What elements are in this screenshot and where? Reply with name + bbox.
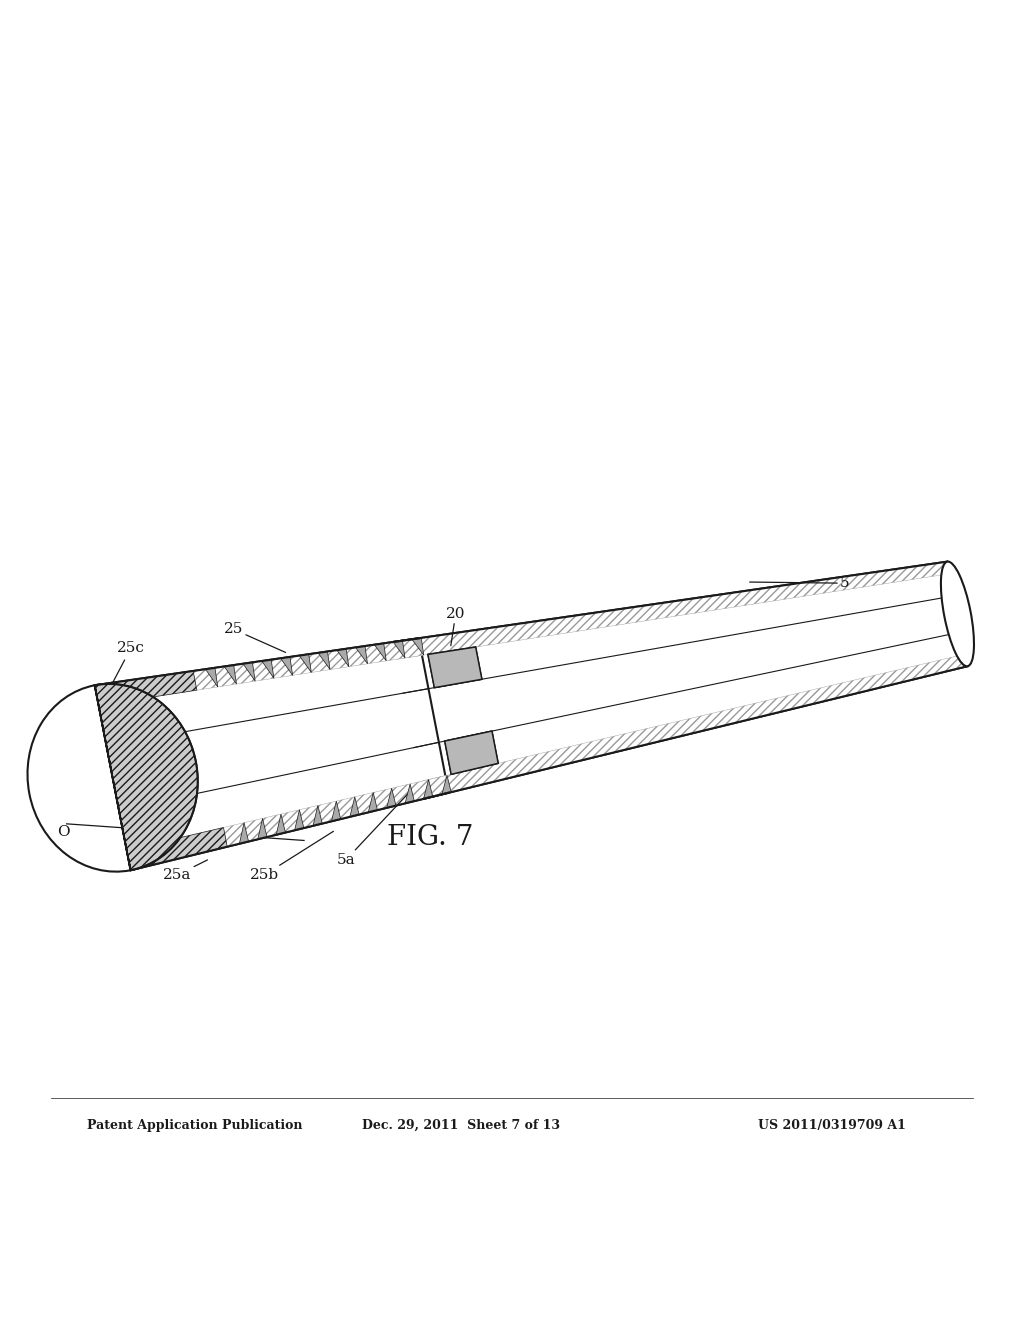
Polygon shape	[369, 792, 378, 812]
Polygon shape	[94, 671, 197, 705]
Text: 25c: 25c	[101, 640, 145, 705]
Polygon shape	[206, 668, 218, 686]
Text: 25: 25	[224, 622, 286, 652]
Ellipse shape	[941, 561, 974, 667]
Polygon shape	[281, 657, 293, 676]
Polygon shape	[224, 665, 237, 684]
Polygon shape	[444, 731, 498, 775]
Polygon shape	[94, 684, 198, 870]
Polygon shape	[337, 649, 349, 667]
Polygon shape	[393, 561, 968, 799]
Text: 5: 5	[750, 577, 850, 590]
Polygon shape	[295, 809, 304, 830]
Polygon shape	[318, 652, 330, 669]
Polygon shape	[299, 655, 311, 672]
Text: 25b: 25b	[250, 832, 334, 882]
Polygon shape	[428, 647, 482, 688]
Polygon shape	[276, 814, 286, 834]
Polygon shape	[444, 731, 498, 775]
Polygon shape	[262, 660, 273, 678]
Polygon shape	[332, 801, 341, 821]
Polygon shape	[313, 805, 323, 826]
Polygon shape	[223, 776, 449, 846]
Text: Dec. 29, 2011  Sheet 7 of 13: Dec. 29, 2011 Sheet 7 of 13	[361, 1119, 560, 1131]
Polygon shape	[94, 639, 449, 870]
Text: US 2011/0319709 A1: US 2011/0319709 A1	[758, 1119, 905, 1131]
Polygon shape	[442, 775, 452, 795]
Polygon shape	[428, 647, 482, 688]
Polygon shape	[375, 643, 386, 661]
Polygon shape	[406, 784, 415, 804]
Text: Patent Application Publication: Patent Application Publication	[87, 1119, 302, 1131]
Polygon shape	[393, 640, 404, 657]
Polygon shape	[393, 561, 949, 659]
Text: 20: 20	[445, 607, 466, 645]
Polygon shape	[127, 828, 227, 870]
Polygon shape	[350, 797, 359, 817]
Text: 5a: 5a	[337, 792, 410, 867]
Polygon shape	[387, 788, 396, 808]
Text: FIG. 7: FIG. 7	[387, 824, 473, 851]
Polygon shape	[243, 663, 255, 681]
Text: 25a: 25a	[163, 859, 208, 882]
Polygon shape	[420, 655, 968, 799]
Text: O: O	[57, 825, 70, 840]
Polygon shape	[355, 645, 368, 664]
Polygon shape	[240, 822, 249, 843]
Polygon shape	[412, 638, 424, 655]
Polygon shape	[258, 818, 267, 840]
Polygon shape	[194, 639, 422, 690]
Polygon shape	[424, 780, 433, 799]
